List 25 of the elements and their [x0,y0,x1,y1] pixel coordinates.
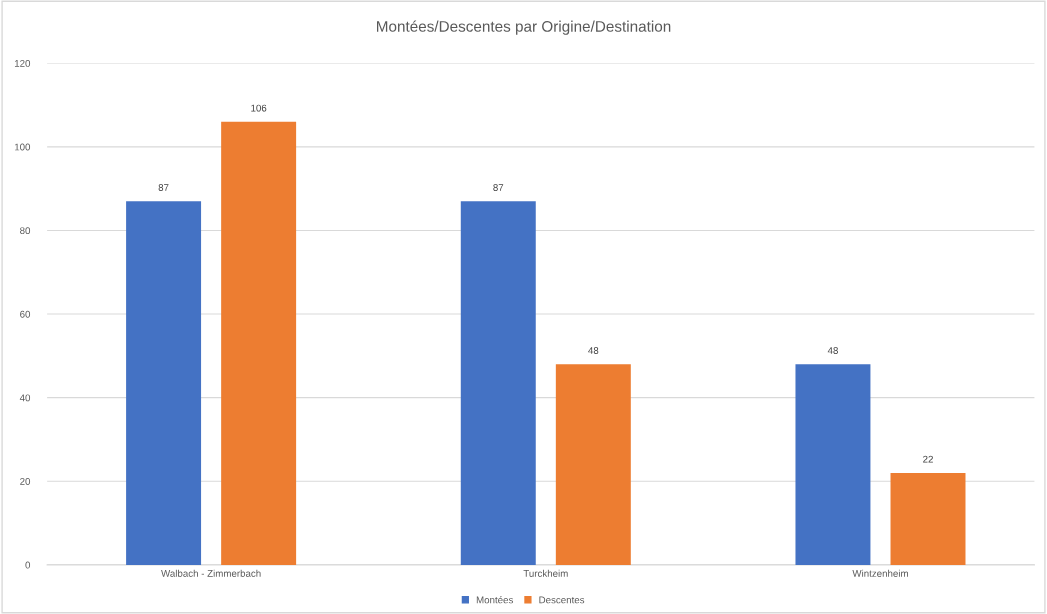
y-tick-label: 80 [20,227,31,235]
legend-label: Montées [476,596,513,604]
data-label: 48 [588,347,599,354]
data-label: 87 [493,184,504,191]
bar [555,364,631,565]
y-tick-label: 20 [20,478,31,485]
y-tick-label: 0 [25,561,31,569]
data-label: 106 [251,104,267,112]
x-tick-label: Wintzenheim [852,569,908,577]
data-label: 22 [923,455,933,463]
chart-title: Montées/Descentes par Origine/Destination [377,20,671,35]
x-tick-label: Turckheim [523,569,568,577]
y-tick-label: 60 [20,310,31,318]
x-tick-label: Walbach - Zimmerbach [161,569,261,577]
data-label: 48 [827,347,838,354]
legend-label: Descentes [539,596,585,604]
y-tick-label: 120 [14,59,31,67]
bar [221,121,297,565]
bar [460,201,536,565]
data-label: 87 [158,184,169,191]
bar [126,201,202,565]
bar [795,364,871,565]
y-tick-label: 100 [14,143,31,151]
y-tick-label: 40 [19,394,31,402]
bar [890,472,966,565]
